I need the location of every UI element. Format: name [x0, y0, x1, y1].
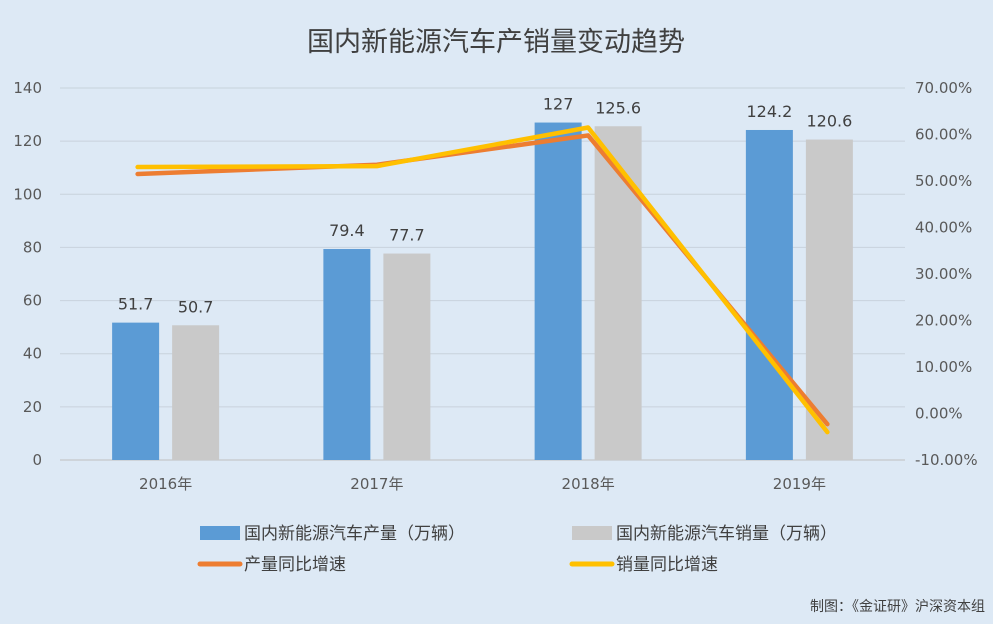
data-labels: 51.7 79.4 127 124.2 50.7 77.7 125.6 120.6 — [118, 95, 852, 317]
growth-lines — [135, 125, 830, 435]
growth-line — [135, 133, 830, 427]
bar — [745, 129, 793, 461]
x-tick-label: 2016年 — [139, 475, 192, 493]
bar — [172, 325, 220, 460]
legend: 国内新能源汽车产量（万辆） 国内新能源汽车销量（万辆） 产量同比增速 销量同比增速 — [197, 524, 837, 575]
y-tick-label: 40 — [23, 345, 42, 363]
bar — [323, 249, 371, 460]
bar — [534, 122, 582, 461]
legend-label: 产量同比增速 — [244, 555, 346, 575]
data-label: 50.7 — [178, 297, 214, 316]
legend-label: 国内新能源汽车销量（万辆） — [616, 524, 837, 544]
chart-title: 国内新能源汽车产销量变动趋势 — [307, 27, 685, 58]
legend-swatch — [200, 526, 240, 540]
y-tick-label: 0 — [32, 451, 42, 469]
legend-label: 销量同比增速 — [616, 555, 718, 575]
y2-tick-label: 0.00% — [915, 405, 963, 423]
data-label: 125.6 — [595, 98, 641, 117]
left-axis: 0 20 40 60 80 100 120 140 — [13, 79, 42, 469]
credit-note: 制图：《金证研》沪深资本组 — [810, 599, 985, 615]
growth-line — [135, 125, 830, 435]
y2-tick-label: -10.00% — [915, 451, 978, 469]
y2-tick-label: 60.00% — [915, 126, 972, 144]
y2-tick-label: 20.00% — [915, 312, 972, 330]
legend-label: 国内新能源汽车产量（万辆） — [244, 524, 465, 544]
bar — [594, 126, 642, 461]
x-tick-label: 2017年 — [350, 475, 403, 493]
x-tick-label: 2018年 — [562, 475, 615, 493]
y2-tick-label: 50.00% — [915, 172, 972, 190]
y-tick-label: 100 — [13, 185, 42, 203]
data-label: 120.6 — [806, 112, 852, 131]
legend-swatch — [572, 526, 612, 540]
data-label: 124.2 — [746, 102, 792, 121]
right-axis: -10.00% 0.00% 10.00% 20.00% 30.00% 40.00% 50.0… — [915, 79, 978, 469]
data-label: 79.4 — [329, 221, 365, 240]
y2-tick-label: 10.00% — [915, 358, 972, 376]
y2-tick-label: 30.00% — [915, 265, 972, 283]
bar — [112, 322, 160, 460]
y2-tick-label: 40.00% — [915, 219, 972, 237]
data-label: 51.7 — [118, 295, 154, 314]
bars — [112, 122, 853, 461]
y-tick-label: 60 — [23, 292, 42, 310]
data-label: 127 — [543, 95, 574, 114]
bar — [383, 253, 431, 460]
y-tick-label: 80 — [23, 238, 42, 256]
y2-tick-label: 70.00% — [915, 79, 972, 97]
x-tick-label: 2019年 — [773, 475, 826, 493]
data-label: 77.7 — [389, 226, 425, 245]
y-tick-label: 140 — [13, 79, 42, 97]
y-tick-label: 20 — [23, 398, 42, 416]
x-axis: 2016年 2017年 2018年 2019年 — [139, 475, 826, 493]
y-tick-label: 120 — [13, 132, 42, 150]
